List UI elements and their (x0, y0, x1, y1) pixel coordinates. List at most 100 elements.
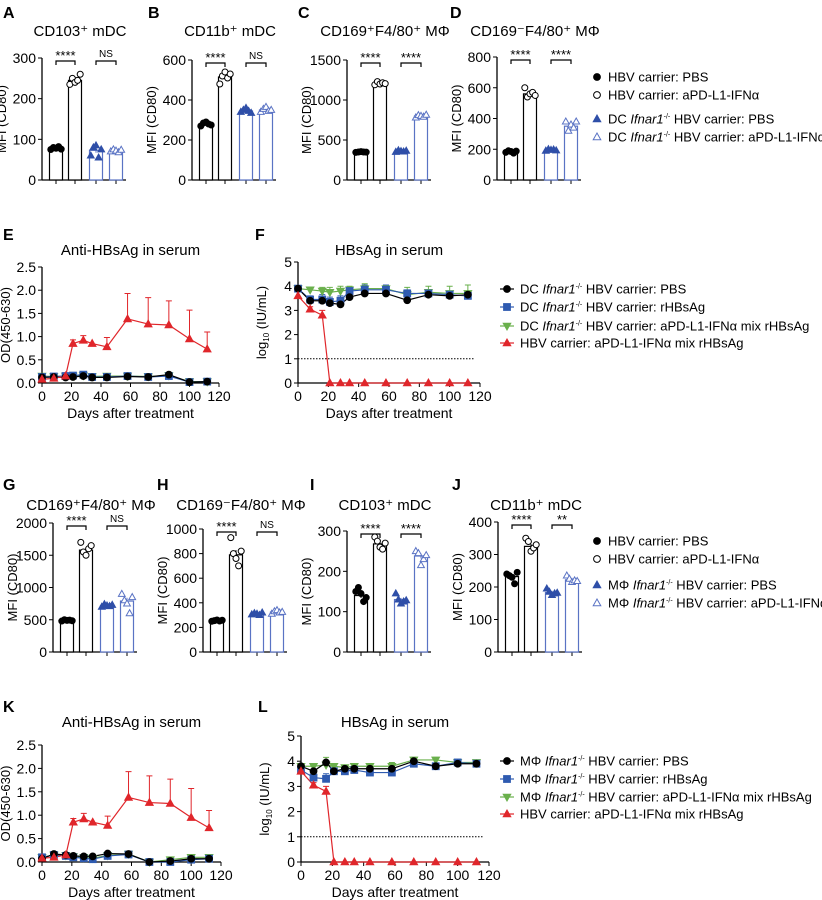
bar (228, 554, 244, 653)
data-point-black (409, 757, 418, 766)
data-point (561, 116, 571, 125)
data-point-red (78, 335, 88, 344)
panel-e: E Anti-HBsAg in serum 0.0 0.5 1.0 1.5 2.0 2.5 0 2… (0, 227, 231, 421)
legend-text: HBV carrier: aPD-L1-IFNα mix rHBsAg (582, 319, 809, 334)
data-point (76, 70, 84, 78)
y-tick-label: 2 (284, 327, 292, 343)
data-point (246, 108, 256, 116)
y-tick-label: 2.0 (17, 760, 37, 776)
bar (522, 93, 538, 181)
legend-label: MΦ Ifnar1-/- HBV carrier: aPD-L1-IFNα mi… (520, 790, 812, 805)
data-point-black (431, 762, 440, 771)
legend-text: DC (608, 130, 630, 145)
significance-label: **** (551, 47, 571, 62)
data-point-red (68, 817, 78, 826)
legend-marker-filled-triangle (592, 579, 602, 589)
data-point-blue (403, 289, 412, 298)
y-tick-label: 500 (318, 132, 342, 148)
legend-superscript: -/- (578, 792, 585, 799)
y-tick-label: 1.0 (17, 329, 37, 345)
legend-text: MΦ (608, 578, 633, 593)
legend-gene: Ifnar1 (545, 790, 578, 805)
y-axis-label: MFI (CD80) (144, 86, 159, 154)
data-point-red (308, 780, 319, 789)
y-label-subscript: 10 (262, 332, 271, 341)
panel-letter: I (310, 477, 314, 494)
data-point (125, 608, 134, 617)
data-point-black (445, 291, 454, 300)
data-point (421, 110, 431, 118)
y-axis-label: MFI (CD80) (299, 86, 314, 154)
data-point-red (122, 313, 133, 323)
y-label-main: log (257, 818, 272, 835)
data-point (373, 537, 381, 545)
data-point-green (335, 287, 346, 297)
bar (523, 545, 539, 653)
data-point-red (317, 310, 327, 319)
legend-superscript: -/- (664, 132, 671, 139)
panel-letter: B (148, 5, 160, 22)
legend-gene: Ifnar1 (545, 754, 578, 769)
data-point-green (317, 287, 327, 297)
data-point-red (79, 813, 89, 823)
y-tick-label: 1.5 (17, 305, 37, 321)
x-axis-label: Days after treatment (332, 884, 459, 900)
panel-letter: A (3, 5, 15, 22)
x-tick-label: 0 (297, 867, 305, 883)
y-tick-label: 200 (163, 132, 187, 148)
data-point-red (87, 338, 97, 347)
chart-title: Anti-HBsAg in serum (61, 242, 200, 259)
legend-superscript: -/- (666, 580, 673, 587)
data-point (572, 576, 582, 585)
legend-label: HBV carrier: aPD-L1-IFNα (608, 88, 760, 103)
x-axis-label: Days after treatment (67, 405, 194, 421)
significance-bracket (205, 62, 226, 67)
x-tick-label: 100 (179, 867, 203, 883)
bar (249, 613, 265, 653)
data-point-black (336, 300, 345, 309)
x-tick-label: 40 (94, 867, 110, 883)
x-tick-label: 80 (419, 867, 435, 883)
legend-text: HBV carrier: PBS (608, 70, 709, 85)
legend-label: MΦ Ifnar1-/- HBV carrier: rHBsAg (520, 772, 708, 787)
y-tick-label: 1500 (310, 52, 341, 68)
data-point-red (365, 856, 375, 866)
y-tick-label: 1.5 (17, 784, 37, 800)
panel-letter: E (3, 227, 14, 244)
data-point-black (88, 373, 97, 382)
data-point (521, 84, 529, 92)
significance-bracket (551, 524, 573, 529)
significance-label: **** (401, 50, 421, 65)
bar (413, 115, 429, 181)
bar (504, 575, 520, 653)
legend-text: MΦ (608, 596, 633, 611)
bar (393, 598, 409, 653)
data-point (235, 562, 243, 570)
data-point-black (306, 296, 315, 305)
y-axis-label: MFI (CD80) (155, 557, 170, 625)
data-point-red (463, 377, 473, 387)
legend-label: MΦ Ifnar1-/- HBV carrier: PBS (608, 578, 777, 593)
y-label-main: log (254, 342, 269, 359)
significance-label: **** (205, 50, 225, 65)
y-tick-label: 1000 (16, 580, 47, 596)
legend-superscript: -/- (666, 598, 673, 605)
legend-label: HBV carrier: aPD-L1-IFNα mix rHBsAg (520, 336, 744, 351)
bar (59, 619, 75, 653)
data-point-red (202, 344, 212, 353)
y-tick-label: 500 (24, 612, 48, 628)
legend-label: DC Ifnar1-/- HBV carrier: rHBsAg (520, 300, 705, 315)
data-point-red (321, 786, 331, 795)
legend-gene: Ifnar1 (633, 578, 666, 593)
panel-f: F HBsAg in serum 0 1 2 3 4 5 0 20 40 60 80 100 120 Days… (254, 227, 492, 421)
data-point-red (88, 817, 98, 826)
y-axis-label: MFI (CD80) (450, 553, 465, 621)
y-tick-label: 100 (469, 612, 493, 628)
significance-bracket (360, 62, 381, 67)
y-axis-label: MFI (CD80) (5, 554, 20, 622)
series-line-red (41, 318, 208, 380)
chart-title: CD169⁻F4/80⁺ MΦ (470, 23, 600, 40)
bar (48, 147, 64, 181)
